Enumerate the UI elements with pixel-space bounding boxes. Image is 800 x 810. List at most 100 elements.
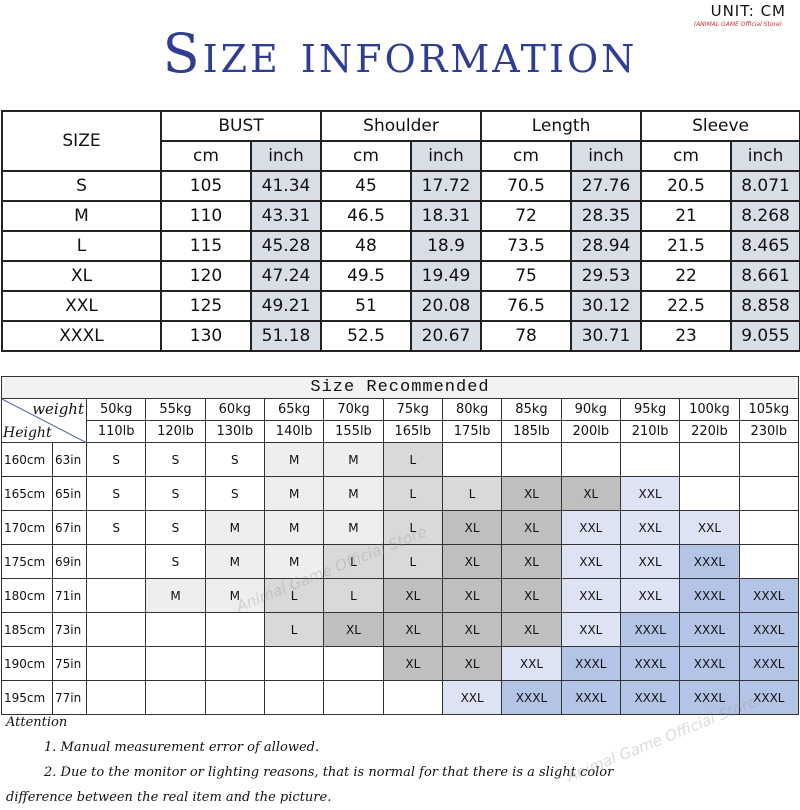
size-cell: M (323, 476, 384, 511)
height-cm: 165cm (1, 476, 53, 511)
measurement-cell: 48 (320, 230, 412, 262)
measurement-cell: 78 (480, 320, 573, 352)
size-cell (738, 544, 800, 579)
size-cell: S (145, 442, 206, 477)
table-title: Size Recommended (1, 376, 799, 399)
weight-label: weight (32, 400, 84, 418)
table-row: XXL 125 49.21 51 20.08 76.5 30.12 22.5 8.858 (1, 290, 800, 322)
height-in: 69in (52, 544, 87, 579)
size-cell (145, 646, 206, 681)
measurement-cell: 22 (640, 260, 733, 292)
size-cell: M (145, 578, 206, 613)
note-2-cont: difference between the real item and the… (6, 790, 332, 805)
size-cell: XL (441, 612, 503, 647)
measurement-cell: 46.5 (320, 200, 412, 232)
size-cell (560, 442, 621, 477)
note-2: 2. Due to the monitor or lighting reason… (44, 765, 614, 780)
weight-kg-header: 95kg (619, 398, 681, 421)
weight-kg-header: 80kg (441, 398, 503, 421)
height-in: 73in (52, 612, 87, 647)
cm-header: cm (320, 140, 412, 172)
weight-kg-header: 105kg (738, 398, 800, 421)
measurement-cell: 21.5 (640, 230, 733, 262)
table-row: XL 120 47.24 49.5 19.49 75 29.53 22 8.661 (1, 260, 800, 292)
measurement-cell: 51.18 (250, 320, 322, 352)
table-row: 170cm 67in S S M M M L XL XL XXL XXL XXL (1, 510, 800, 545)
size-cell: XL (382, 646, 443, 681)
measurement-cell: 8.661 (730, 260, 800, 292)
size-cell: XL (441, 544, 503, 579)
size-cell: XL (560, 476, 621, 511)
size-cell: XXXL (501, 680, 562, 715)
size-cell: S (204, 442, 265, 477)
size-cell: XL (501, 544, 562, 579)
weight-kg-header: 60kg (204, 398, 265, 421)
size-cell: XXXL (679, 544, 740, 579)
height-cm: 160cm (1, 442, 53, 477)
size-cell: XXL (619, 476, 681, 511)
size-cell: L (1, 230, 162, 262)
subheader-row: cm inch cm inch cm inch cm inch (2, 140, 800, 172)
height-cm: 190cm (1, 646, 53, 681)
table-row: 190cm 75in XL XL XXL XXXL XXXL XXXL XXXL (1, 646, 800, 681)
group-header: BUST (160, 110, 322, 142)
size-cell (85, 612, 147, 647)
measurement-cell: 30.12 (570, 290, 643, 322)
weight-lb-header: 220lb (679, 420, 740, 443)
size-cell: XXL (1, 290, 162, 322)
diagonal-divider (2, 399, 87, 443)
table-row: 175cm 69in S M M L L XL XL XXL XXL XXXL (1, 544, 800, 579)
attention-notes: Attention 1. Manual measurement error of… (6, 710, 613, 810)
size-cell (85, 544, 147, 579)
table-row: 185cm 73in L XL XL XL XL XXL XXXL XXXL XXXL (1, 612, 800, 647)
size-cell (204, 612, 265, 647)
size-table: SIZE BUST Shoulder Length Sleeve cm inch cm inch… (1, 110, 800, 352)
measurement-cell: 41.34 (250, 170, 322, 202)
weight-kg-header: 70kg (323, 398, 384, 421)
table-row: 195cm 77in XXL XXXL XXXL XXXL XXXL XXXL (1, 680, 800, 715)
size-cell: XXXL (560, 646, 621, 681)
size-cell: S (145, 544, 206, 579)
size-cell: XXL (560, 544, 621, 579)
table-row: XXXL 130 51.18 52.5 20.67 78 30.71 23 9.055 (1, 320, 800, 352)
size-cell: XXL (619, 544, 681, 579)
size-cell: M (263, 476, 325, 511)
size-cell: XL (501, 612, 562, 647)
weight-lb-header: 110lb (85, 420, 147, 443)
measurement-cell: 28.35 (570, 200, 643, 232)
size-cell: L (263, 612, 325, 647)
measurement-cell: 115 (160, 230, 252, 262)
weight-lb-header: 120lb (145, 420, 206, 443)
size-cell: XXXL (679, 646, 740, 681)
height-in: 77in (52, 680, 87, 715)
weight-kg-header: 75kg (382, 398, 443, 421)
size-cell: XXXL (619, 680, 681, 715)
measurement-cell: 120 (160, 260, 252, 292)
size-cell: M (263, 510, 325, 545)
measurement-cell: 72 (480, 200, 573, 232)
size-cell: S (85, 442, 147, 477)
height-in: 75in (52, 646, 87, 681)
weight-lb-header: 210lb (619, 420, 681, 443)
weight-kg-header: 90kg (560, 398, 621, 421)
height-in: 67in (52, 510, 87, 545)
weight-lb-header: 175lb (441, 420, 503, 443)
inch-header: inch (730, 140, 800, 172)
height-label: Height (3, 425, 52, 441)
measurement-cell: 17.72 (409, 170, 483, 202)
size-cell (263, 680, 325, 715)
weight-lb-header: 200lb (560, 420, 621, 443)
measurement-cell: 70.5 (480, 170, 573, 202)
height-cm: 185cm (1, 612, 53, 647)
size-cell (738, 442, 800, 477)
size-cell (679, 476, 740, 511)
size-cell: S (1, 170, 162, 202)
size-cell (145, 680, 206, 715)
store-label: (ANIMAL GAME Official Store) (693, 21, 782, 28)
size-recommended-table: Size Recommended weight Height 50kg 55kg 60kg… (1, 376, 800, 715)
measurement-cell: 29.53 (570, 260, 643, 292)
inch-header: inch (409, 140, 483, 172)
measurement-cell: 30.71 (570, 320, 643, 352)
size-cell (679, 442, 740, 477)
table-row: M 110 43.31 46.5 18.31 72 28.35 21 8.268 (1, 200, 800, 232)
